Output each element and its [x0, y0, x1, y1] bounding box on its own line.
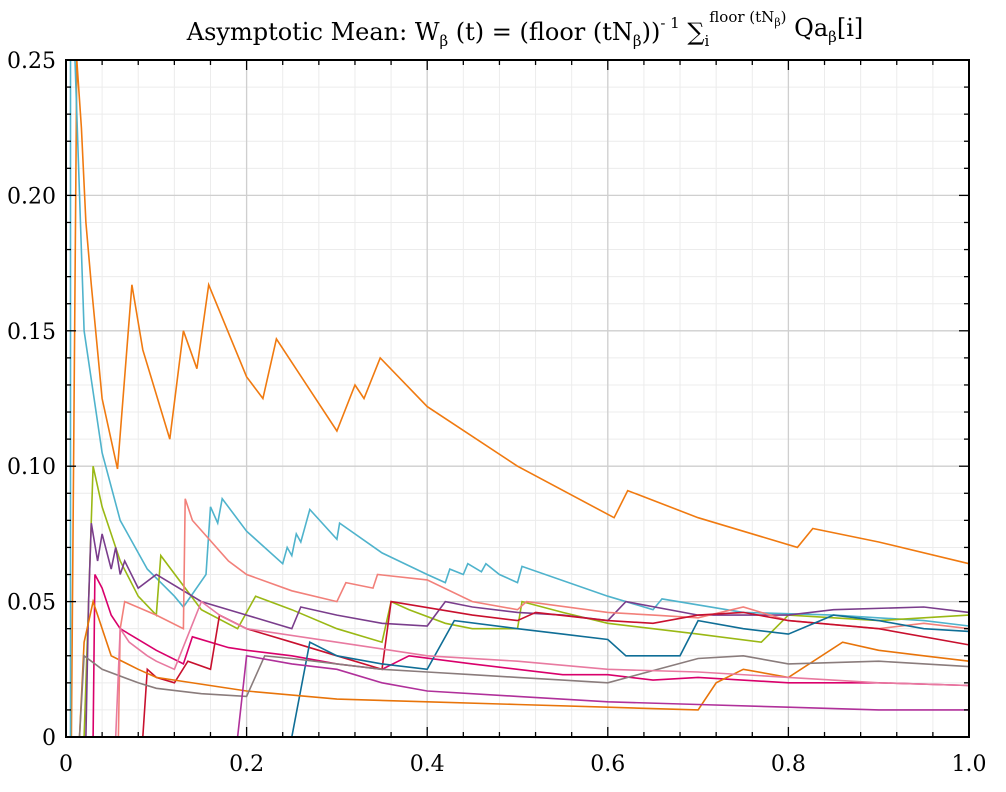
series-line-10	[78, 654, 970, 738]
y-tick-label: 0.10	[7, 455, 56, 480]
y-tick-label: 0.05	[7, 591, 56, 616]
x-tick-label: 0.2	[229, 752, 264, 777]
x-tick-label: 0	[59, 752, 73, 777]
series-line-8	[291, 614, 970, 738]
x-tick-label: 1.0	[952, 752, 987, 777]
series-line-9	[78, 598, 970, 738]
y-tick-label: 0.25	[7, 49, 56, 74]
grid-layer	[65, 59, 970, 738]
y-tick-label: 0.15	[7, 320, 56, 345]
series-line-3	[83, 466, 970, 738]
series-line-4	[85, 522, 970, 738]
y-tick-labels: 0 0.05 0.10 0.15 0.20 0.25	[7, 49, 56, 751]
series-line-2	[69, 59, 970, 737]
series-line-12	[236, 654, 969, 738]
plot-frame	[65, 59, 970, 738]
series-line-1	[70, 59, 970, 738]
y-tick-label: 0.20	[7, 184, 56, 209]
tick-layer	[65, 59, 970, 738]
y-tick-label: 0	[42, 726, 56, 751]
series-layer	[66, 59, 970, 738]
series-line-7	[142, 600, 970, 738]
chart-title: Asymptotic Mean: Wβ (t) = (floor (tNβ))-…	[186, 8, 863, 50]
series-line-11	[114, 600, 970, 738]
x-tick-label: 0.8	[771, 752, 806, 777]
x-tick-labels: 0 0.2 0.4 0.6 0.8 1.0	[59, 752, 987, 777]
x-tick-label: 0.6	[590, 752, 625, 777]
x-tick-label: 0.4	[410, 752, 445, 777]
series-line-5	[117, 498, 970, 738]
